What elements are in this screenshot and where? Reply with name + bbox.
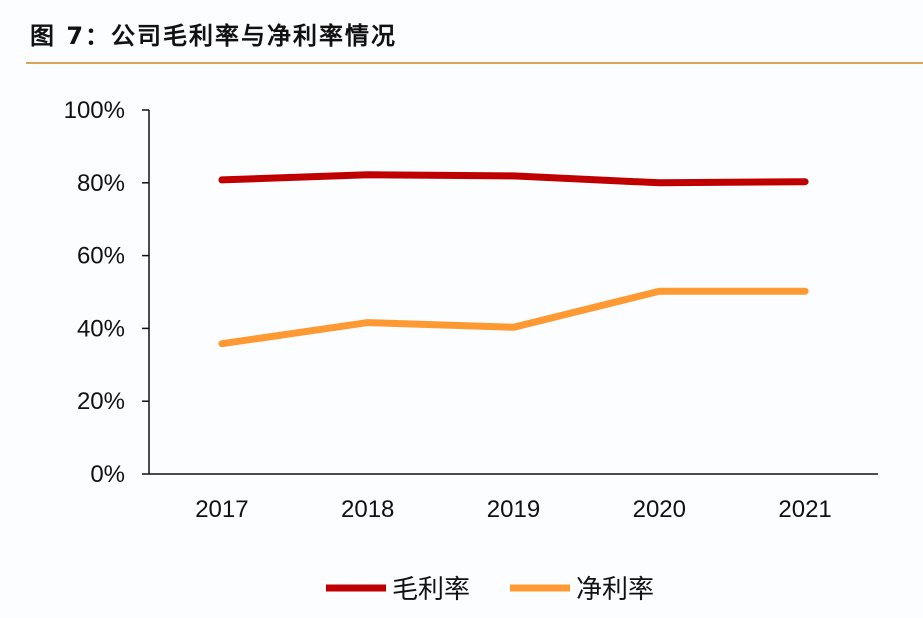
x-tick-label: 2017 xyxy=(195,496,248,523)
x-tick-label: 2019 xyxy=(487,496,540,523)
x-tick-label: 2018 xyxy=(341,496,394,523)
series-line-1 xyxy=(218,171,809,187)
chart-title: 图 7：公司毛利率与净利率情况 xyxy=(30,22,398,50)
legend-label: 毛利率 xyxy=(392,575,470,605)
title-divider xyxy=(26,62,923,64)
y-tick-label: 0% xyxy=(90,461,125,488)
y-tick-label: 20% xyxy=(77,388,125,415)
y-tick-label: 80% xyxy=(77,170,125,197)
legend-label: 净利率 xyxy=(576,575,654,605)
x-tick-label: 2020 xyxy=(633,496,686,523)
y-tick-label: 40% xyxy=(77,315,125,342)
y-tick-label: 100% xyxy=(64,97,125,124)
series-line-2 xyxy=(218,287,809,348)
x-tick-label: 2021 xyxy=(778,496,831,523)
y-tick-label: 60% xyxy=(77,243,125,270)
